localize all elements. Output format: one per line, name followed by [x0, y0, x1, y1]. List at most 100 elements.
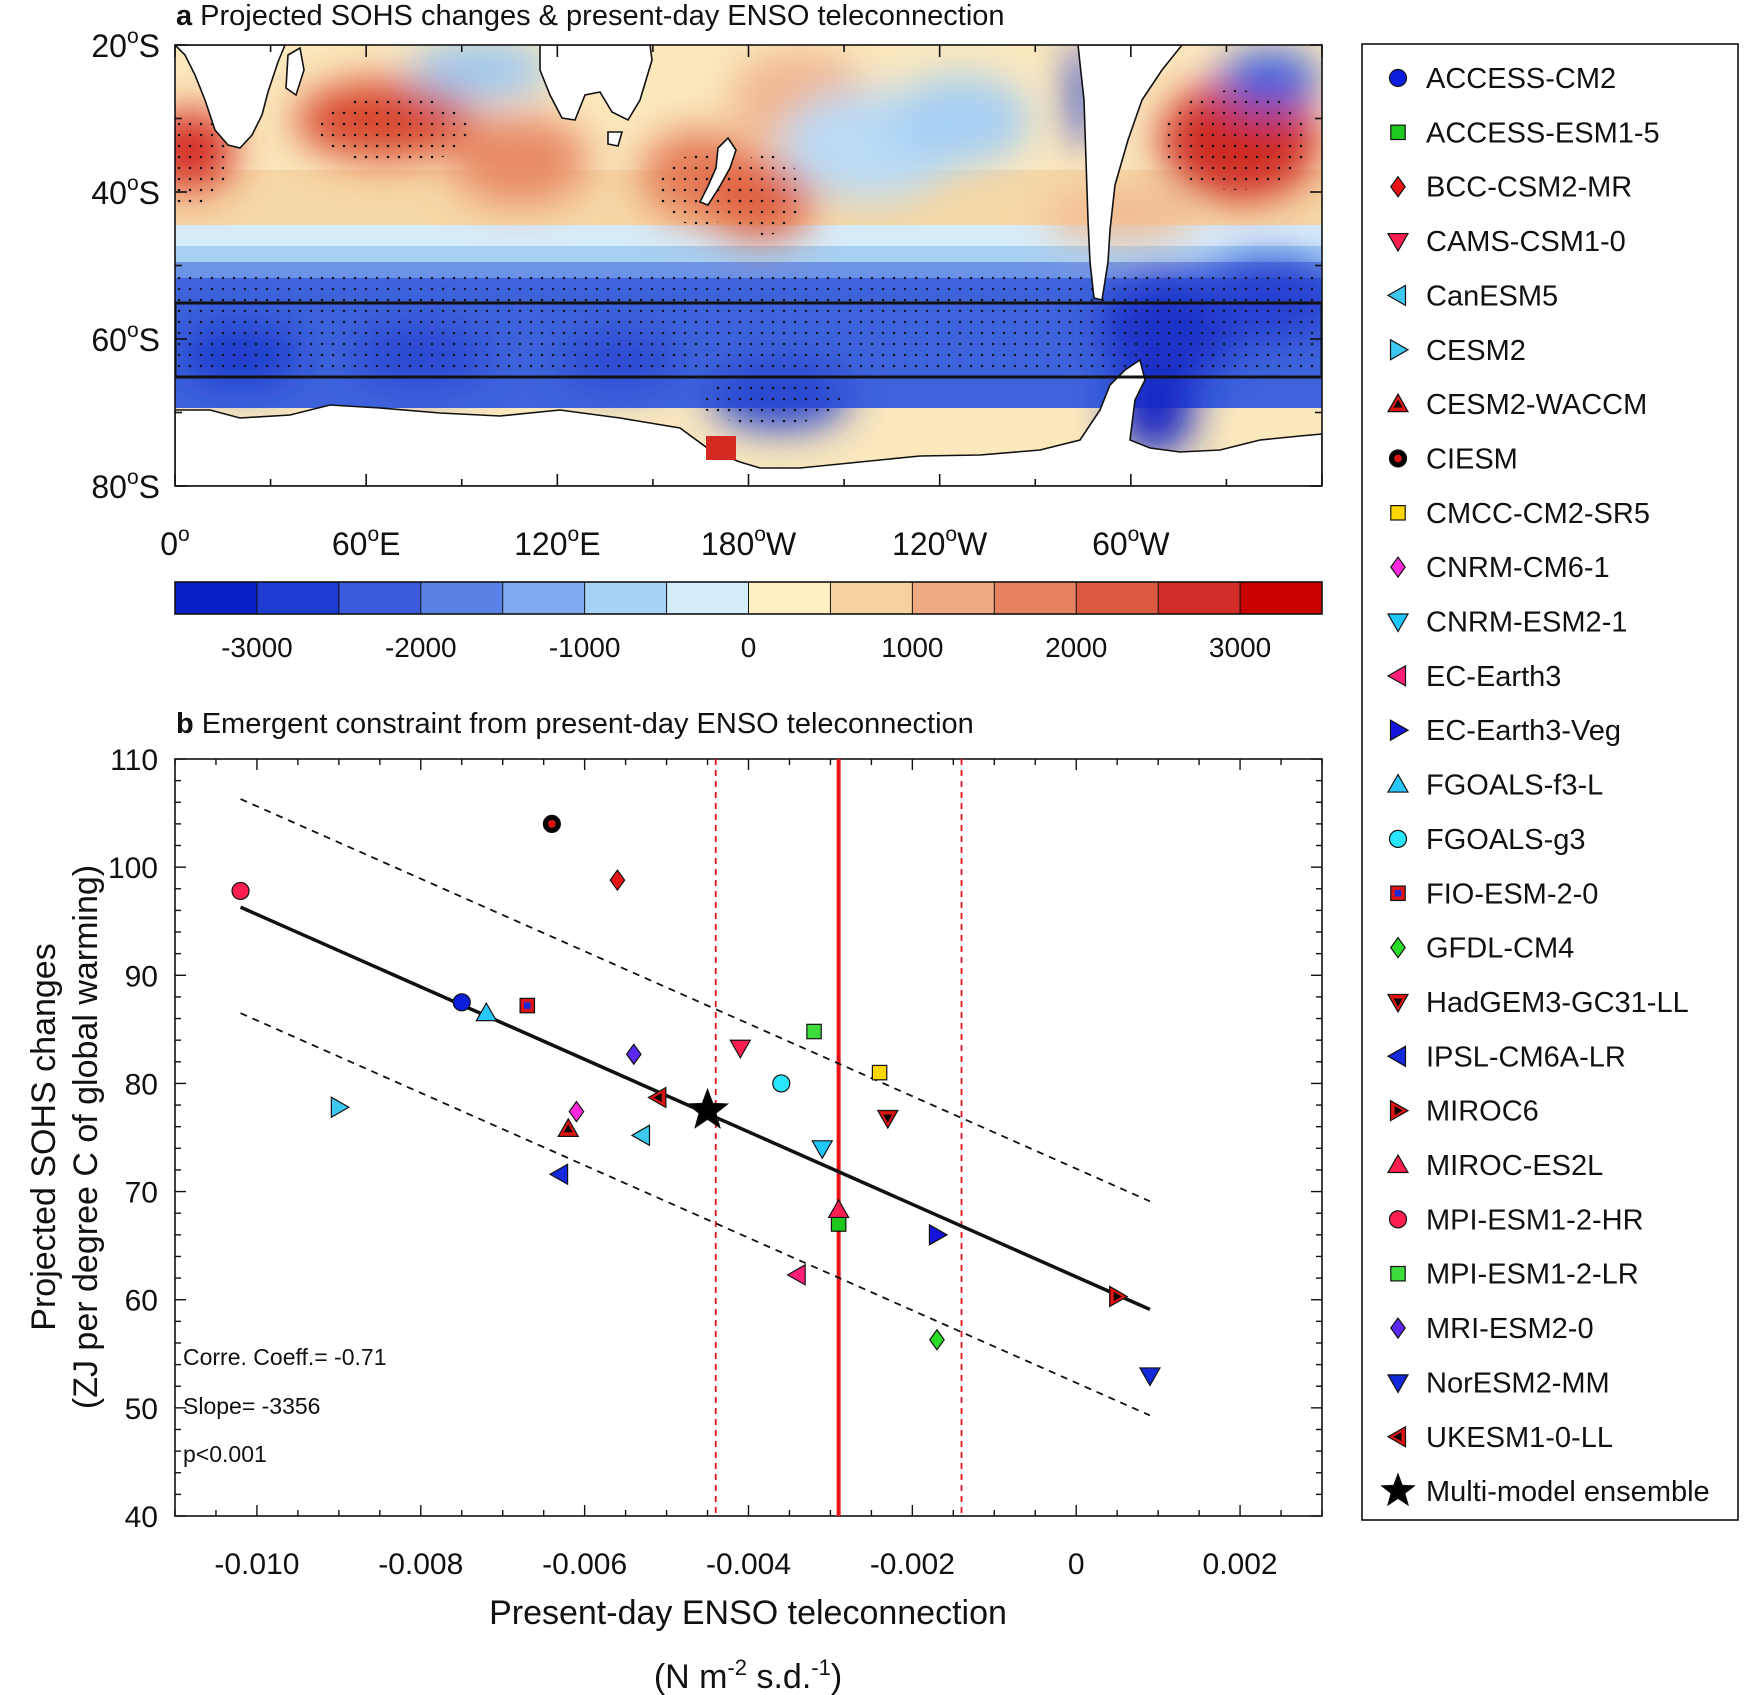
legend-item: FIO-ESM-2-0: [1390, 878, 1598, 910]
legend-label: CNRM-CM6-1: [1426, 552, 1610, 584]
point-cams-csm1-0: [729, 1039, 752, 1059]
colorbar-frame: [174, 581, 1323, 615]
legend-label: MRI-ESM2-0: [1426, 1313, 1594, 1345]
legend-marker: [1390, 175, 1406, 198]
legend-label: CESM2-WACCM: [1426, 389, 1647, 421]
stat-slope: Slope= -3356: [183, 1393, 320, 1419]
panel-b-title-text: Emergent constraint from present-day ENS…: [202, 708, 974, 740]
legend-marker: [1388, 1210, 1408, 1229]
point-bcc-csm2-mr: [609, 869, 626, 892]
point-gfdl-cm4: [928, 1328, 945, 1351]
point-access-esm1-5: [830, 1216, 847, 1232]
point-fgoals-f3-l: [475, 1001, 498, 1022]
legend-marker: [1386, 664, 1407, 687]
legend-label: UKESM1-0-LL: [1426, 1422, 1613, 1454]
colorbar-segment: [256, 582, 340, 614]
map-lon-label: 120oW: [892, 523, 988, 562]
legend-item: CESM2: [1389, 335, 1526, 367]
legend-marker: [1390, 936, 1406, 959]
new-zealand-land: [698, 136, 737, 206]
point-miroc6-inner: [1113, 1291, 1122, 1301]
legend-item: NorESM2-MM: [1386, 1367, 1610, 1399]
map-lon-label: 180oW: [701, 523, 797, 562]
y-tick-labels: 40 50 60 70 80 90 100 110: [108, 744, 158, 1534]
lower-bound-line: [240, 1012, 1151, 1417]
legend-marker: [1386, 773, 1410, 793]
legend-marker: [1386, 232, 1410, 253]
sohs-region-box: [175, 301, 1322, 379]
map-ticks: [174, 44, 1323, 487]
y-tick-label: 100: [108, 852, 158, 885]
legend-marker-inner: [1394, 890, 1402, 897]
legend-item: Multi-model ensemble: [1380, 1472, 1710, 1508]
legend-marker: [1386, 1374, 1410, 1394]
legend-item: MPI-ESM1-2-HR: [1388, 1204, 1644, 1236]
colorbar-labels: -3000 -2000 -1000 0 1000 2000 3000: [221, 632, 1271, 663]
colorbar-tick-label: -1000: [549, 632, 621, 663]
legend-item: FGOALS-g3: [1388, 824, 1586, 856]
point-multi-model-ensemble: [685, 1087, 730, 1129]
colorbar-tick-label: 0: [741, 632, 757, 663]
legend-label: BCC-CSM2-MR: [1426, 172, 1632, 204]
legend-item: CNRM-ESM2-1: [1386, 607, 1627, 639]
legend-marker: [1390, 505, 1406, 521]
panel-b-letter: b: [176, 708, 194, 740]
legend-item: CIESM: [1388, 443, 1518, 475]
point-cmcc-cm2-sr5: [871, 1064, 888, 1081]
colorbar-segment: [338, 582, 422, 614]
colorbar-tick-label: 1000: [881, 632, 943, 663]
legend-item: MRI-ESM2-0: [1390, 1313, 1594, 1345]
colorbar-segment: [584, 582, 668, 614]
legend-item: CAMS-CSM1-0: [1386, 226, 1626, 258]
legend-label: FGOALS-g3: [1426, 824, 1586, 856]
map-lat-label: 20oS: [91, 25, 160, 64]
legend-label: CMCC-CM2-SR5: [1426, 498, 1650, 530]
point-hadgem3-gc31-ll-inner: [883, 1114, 893, 1123]
point-cnrm-esm2-1: [811, 1140, 834, 1160]
legend-item: ACCESS-ESM1-5: [1390, 117, 1660, 149]
legend-item: GFDL-CM4: [1390, 933, 1574, 965]
point-fio-esm-2-0-inner: [524, 1002, 531, 1009]
map-lat-label: 40oS: [91, 172, 160, 211]
legend-marker: [1389, 719, 1410, 742]
legend-item: EC-Earth3: [1386, 661, 1561, 693]
legend-marker: [1388, 68, 1408, 88]
y-tick-label: 110: [110, 744, 158, 777]
map-lon-labels: 0o 60oE 120oE 180oW 120oW 60oW: [160, 523, 1170, 562]
point-cesm2: [330, 1096, 351, 1119]
legend-item: HadGEM3-GC31-LL: [1386, 987, 1689, 1019]
legend-label: EC-Earth3-Veg: [1426, 715, 1621, 747]
legend-marker: [1388, 829, 1408, 849]
legend-label: CAMS-CSM1-0: [1426, 226, 1626, 258]
data-points: [231, 814, 1161, 1387]
legend-item: CNRM-CM6-1: [1390, 552, 1610, 584]
colorbar-segment: [748, 582, 831, 614]
legend-marker: [1390, 1317, 1406, 1340]
tasmania-land: [607, 131, 624, 147]
x-tick-label: 0.002: [1203, 1548, 1278, 1581]
colorbar-segment: [994, 582, 1077, 614]
legend-marker: [1380, 1472, 1416, 1507]
point-canesm5: [630, 1124, 651, 1147]
legend-marker-inner: [1393, 399, 1403, 408]
point-cnrm-cm6-1: [568, 1100, 585, 1123]
upper-bound-line: [240, 798, 1151, 1203]
legend-marker: [1389, 338, 1410, 361]
panel-b-title: b Emergent constraint from present-day EN…: [176, 708, 974, 740]
legend-item: MPI-ESM1-2-LR: [1390, 1259, 1639, 1291]
legend-item: IPSL-CM6A-LR: [1386, 1041, 1626, 1073]
colorbar-tick-label: -3000: [221, 632, 293, 663]
legend-label: MPI-ESM1-2-LR: [1426, 1259, 1639, 1291]
y-axis-label-2: (ZJ per degree C of global warming): [67, 865, 105, 1409]
stat-pvalue: p<0.001: [183, 1441, 267, 1467]
point-mri-esm2-0: [625, 1043, 642, 1066]
legend-label: FIO-ESM-2-0: [1426, 878, 1598, 910]
x-tick-label: -0.010: [214, 1548, 299, 1581]
legend-item: FGOALS-f3-L: [1386, 770, 1603, 802]
panel-b-scatter: b Emergent constraint from present-day EN…: [25, 708, 1323, 1695]
legend-label: EC-Earth3: [1426, 661, 1561, 693]
y-axis-label-1: Projected SOHS changes: [25, 943, 63, 1330]
legend-label: MPI-ESM1-2-HR: [1426, 1204, 1644, 1236]
panel-a-title: a Projected SOHS changes & present-day EN…: [176, 0, 1005, 32]
